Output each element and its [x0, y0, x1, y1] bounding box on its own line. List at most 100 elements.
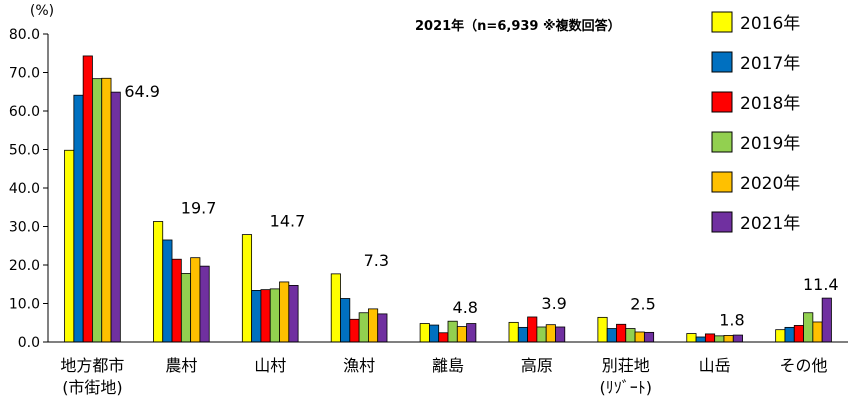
bar-2019年-0: [92, 78, 103, 343]
bar-2018年-2: [260, 289, 271, 343]
bar-2020年-7: [723, 335, 734, 343]
bar-2019年-2: [269, 288, 280, 343]
bar-2021年-7: [732, 334, 743, 343]
bar-2016年-5: [508, 321, 519, 343]
bar-2016年-1: [153, 221, 164, 343]
legend: 2016年 2017年 2018年 2019年 2020年 2021年: [711, 11, 800, 234]
bar-2020年-5: [545, 324, 556, 343]
legend-label: 2021年: [740, 214, 800, 234]
bar-2020年-3: [368, 308, 379, 343]
bar-2019年-3: [358, 312, 369, 343]
bar-2018年-1: [171, 258, 182, 343]
legend-label: 2020年: [740, 174, 800, 194]
y-tick-label: 10.0: [9, 297, 40, 313]
bar-2021年-0: [110, 91, 121, 343]
bar-2020年-8: [812, 321, 823, 343]
bar-2019年-6: [625, 328, 636, 343]
bar-2018年-8: [793, 325, 804, 343]
data-label: 3.9: [541, 294, 566, 313]
bar-2017年-7: [695, 336, 706, 343]
data-label: 14.7: [270, 212, 306, 231]
bar-2017年-6: [606, 328, 617, 343]
y-axis-unit-label: (%): [30, 3, 54, 19]
legend-swatch: [711, 211, 733, 233]
bar-2017年-0: [73, 94, 84, 343]
legend-label: 2019年: [740, 134, 800, 154]
bar-2021年-1: [199, 265, 210, 343]
bar-2017年-3: [340, 298, 351, 343]
bar-2020年-2: [279, 281, 290, 343]
category-label: 高原: [521, 356, 553, 375]
category-label: (ﾘｿﾞｰﾄ): [600, 378, 653, 397]
y-tick-label: 50.0: [9, 143, 40, 159]
bar-2018年-6: [616, 323, 627, 343]
category-label: 地方都市: [60, 356, 124, 375]
bar-2020年-6: [634, 331, 645, 343]
legend-label: 2018年: [740, 94, 800, 114]
y-tick-label: 20.0: [9, 258, 40, 274]
bar-2021年-8: [821, 297, 832, 343]
bar-2020年-4: [456, 326, 467, 343]
bar-2019年-7: [714, 335, 725, 343]
bar-2016年-2: [241, 234, 253, 343]
data-label: 4.8: [453, 298, 478, 317]
y-tick-label: 30.0: [9, 220, 40, 236]
bar-2018年-3: [349, 318, 360, 343]
category-label: (市街地): [62, 378, 123, 397]
bar-2016年-8: [775, 329, 786, 343]
plot-area: 0.0 10.0 20.0 30.0 40.0 50.0 60.0 70.0 80.0 64.9 地…: [9, 27, 848, 397]
y-tick-label: 40.0: [9, 181, 40, 197]
bar-2021年-3: [377, 313, 388, 343]
bar-2019年-5: [536, 326, 547, 343]
legend-swatch: [711, 51, 733, 73]
bar-2020年-1: [190, 257, 201, 343]
bar-2017年-8: [784, 326, 795, 343]
y-tick-label: 0.0: [18, 335, 40, 351]
legend-swatch: [711, 91, 733, 113]
chart-note: 2021年（n=6,939 ※複数回答）: [415, 18, 621, 34]
data-label: 7.3: [364, 251, 389, 270]
y-tick-label: 60.0: [9, 104, 40, 120]
bar-2017年-1: [162, 239, 173, 343]
bar-2021年-4: [466, 323, 477, 343]
data-label: 64.9: [124, 82, 160, 101]
y-tick-label: 80.0: [9, 27, 40, 43]
bar-2020年-0: [101, 77, 112, 343]
category-label: 漁村: [343, 356, 375, 375]
bar-2019年-1: [180, 273, 192, 343]
bar-2017年-2: [251, 290, 262, 343]
bar-2016年-0: [64, 149, 75, 343]
legend-swatch: [711, 11, 733, 33]
data-label: 2.5: [630, 294, 655, 313]
legend-swatch: [711, 131, 733, 153]
y-tick-label: 70.0: [9, 66, 40, 82]
bar-2021年-2: [288, 285, 299, 343]
data-label: 1.8: [719, 311, 744, 330]
bar-2016年-3: [330, 273, 341, 343]
category-label: 山村: [254, 356, 286, 375]
bar-2016年-6: [597, 316, 608, 343]
bar-2016年-4: [419, 323, 430, 343]
legend-label: 2017年: [740, 54, 800, 74]
bar-2017年-5: [517, 326, 528, 343]
bar-2019年-8: [803, 312, 814, 343]
category-label: 農村: [165, 356, 197, 375]
category-label: 別荘地: [602, 356, 650, 375]
bar-2016年-7: [686, 333, 697, 343]
data-label: 19.7: [181, 198, 217, 217]
bar-2021年-6: [643, 331, 655, 343]
legend-swatch: [711, 171, 733, 193]
category-label: 離島: [432, 356, 464, 375]
bar-2021年-5: [555, 326, 566, 343]
bar-2018年-4: [438, 332, 449, 343]
bar-2018年-5: [527, 316, 538, 343]
category-label: その他: [780, 356, 828, 375]
bar-2019年-4: [447, 320, 458, 343]
legend-label: 2016年: [740, 14, 800, 34]
category-label: 山岳: [699, 356, 731, 375]
data-label: 11.4: [803, 275, 839, 294]
bar-2018年-7: [704, 333, 716, 343]
bar-2018年-0: [82, 55, 93, 343]
bar-2017年-4: [428, 324, 440, 343]
